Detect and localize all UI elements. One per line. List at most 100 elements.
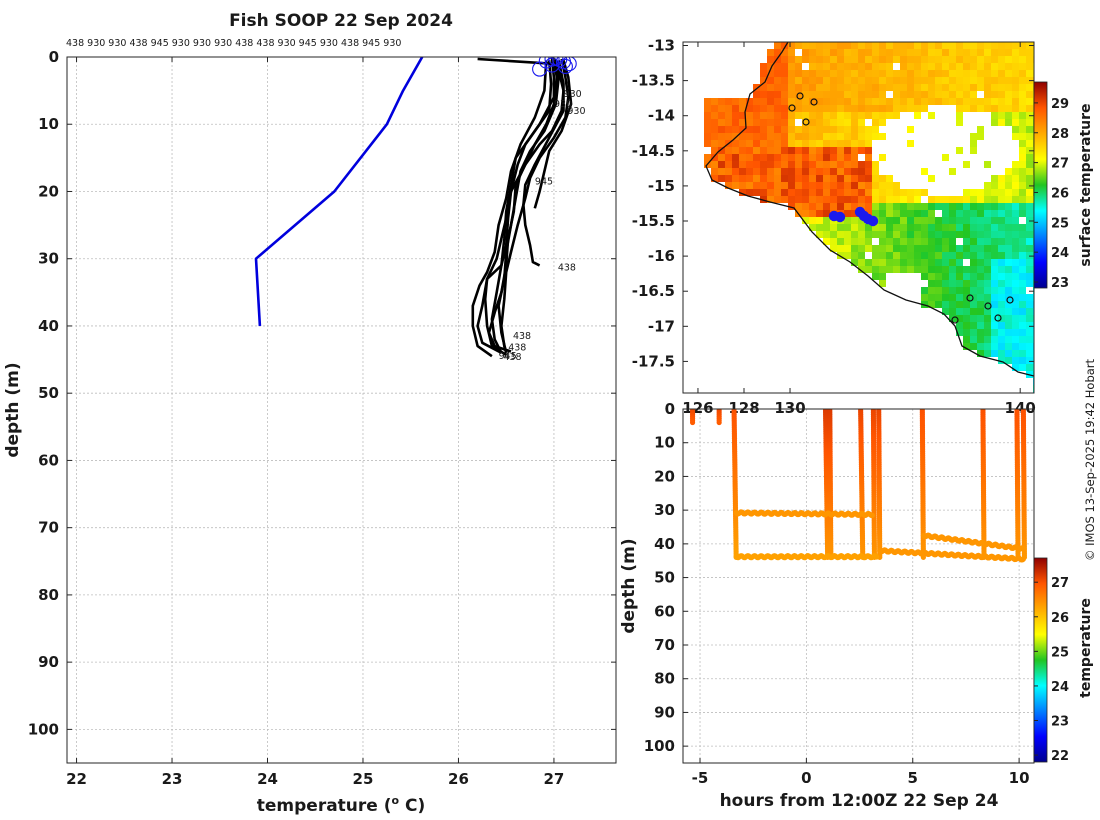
sst-cell (830, 154, 837, 161)
sst-cell (1012, 238, 1019, 245)
sst-cell (900, 84, 907, 91)
sst-cell (970, 224, 977, 231)
black-profile-line (471, 60, 548, 358)
sst-cell (956, 315, 963, 322)
sst-cell (760, 84, 767, 91)
sst-cell (760, 182, 767, 189)
y-tick-label: 60 (654, 602, 675, 620)
sst-cell (746, 189, 753, 196)
sst-cell (886, 175, 893, 182)
sst-cell (753, 161, 760, 168)
sst-cell (900, 252, 907, 259)
sst-cell (788, 70, 795, 77)
sst-cell (781, 154, 788, 161)
sst-cell (1019, 91, 1026, 98)
sst-cell (739, 119, 746, 126)
sst-cell (879, 175, 886, 182)
sst-cell (921, 91, 928, 98)
sst-cell (949, 56, 956, 63)
sst-cell (1019, 154, 1026, 161)
sst-cell (1019, 294, 1026, 301)
sst-cell (893, 70, 900, 77)
sst-cell (837, 63, 844, 70)
sst-cell (725, 133, 732, 140)
sst-cell (1019, 287, 1026, 294)
sst-cell (1012, 119, 1019, 126)
sst-cell (970, 343, 977, 350)
sst-cell (739, 189, 746, 196)
sst-cell (893, 98, 900, 105)
sst-cell (858, 161, 865, 168)
sst-cell (767, 175, 774, 182)
sst-cell (893, 56, 900, 63)
sst-cell (830, 70, 837, 77)
lat-tick-label: -16 (648, 247, 675, 265)
sst-cell (851, 140, 858, 147)
x-tick-label: 22 (66, 770, 87, 788)
sst-cell (893, 266, 900, 273)
sst-cell (851, 63, 858, 70)
sst-cell (970, 105, 977, 112)
sst-cell (844, 63, 851, 70)
sst-cell (725, 147, 732, 154)
sst-cell (858, 175, 865, 182)
sst-cell (914, 196, 921, 203)
sst-cell (893, 182, 900, 189)
sst-cell (823, 91, 830, 98)
sst-cell (858, 126, 865, 133)
sst-cell (963, 105, 970, 112)
sst-cell (837, 112, 844, 119)
sst-cell (774, 126, 781, 133)
sst-cell (830, 63, 837, 70)
temperature-colorbar-tick-label: 22 (1051, 749, 1069, 764)
sst-cell (809, 196, 816, 203)
sst-cell (725, 175, 732, 182)
sst-cell (928, 273, 935, 280)
sst-cell (739, 161, 746, 168)
sst-cell (991, 77, 998, 84)
sst-cell (956, 329, 963, 336)
sst-cell (844, 231, 851, 238)
sst-cell (1019, 301, 1026, 308)
sst-cell (802, 84, 809, 91)
sst-cell (781, 126, 788, 133)
sst-cell (774, 70, 781, 77)
sst-cell (739, 147, 746, 154)
sst-cell (998, 175, 1005, 182)
sst-cell (760, 168, 767, 175)
sst-cell (711, 105, 718, 112)
sst-cell (942, 70, 949, 77)
sst-cell (977, 56, 984, 63)
sst-cell (872, 203, 879, 210)
sst-cell (746, 105, 753, 112)
sst-cell (998, 112, 1005, 119)
sst-cell (1012, 56, 1019, 63)
sst-cell (858, 231, 865, 238)
sst-cell (970, 245, 977, 252)
x-tick-label: 5 (908, 769, 918, 787)
sst-cell (795, 140, 802, 147)
sst-cell (1012, 203, 1019, 210)
sst-cell (858, 140, 865, 147)
sst-cell (802, 175, 809, 182)
sst-cell (1012, 308, 1019, 315)
sst-cell (795, 56, 802, 63)
sst-cell (963, 322, 970, 329)
sst-cell (816, 42, 823, 49)
sst-cell (788, 196, 795, 203)
sst-cell (844, 56, 851, 63)
sst-cell (858, 224, 865, 231)
sst-cell (865, 154, 872, 161)
sst-cell (921, 105, 928, 112)
sst-cell (830, 98, 837, 105)
sst-cell (851, 196, 858, 203)
sst-cell (984, 84, 991, 91)
sst-cell (879, 133, 886, 140)
sst-cell (928, 266, 935, 273)
sst-cell (914, 105, 921, 112)
sst-cell (788, 203, 795, 210)
sst-cell (795, 182, 802, 189)
sst-cell (809, 63, 816, 70)
sst-cell (795, 63, 802, 70)
sst-cell (718, 112, 725, 119)
